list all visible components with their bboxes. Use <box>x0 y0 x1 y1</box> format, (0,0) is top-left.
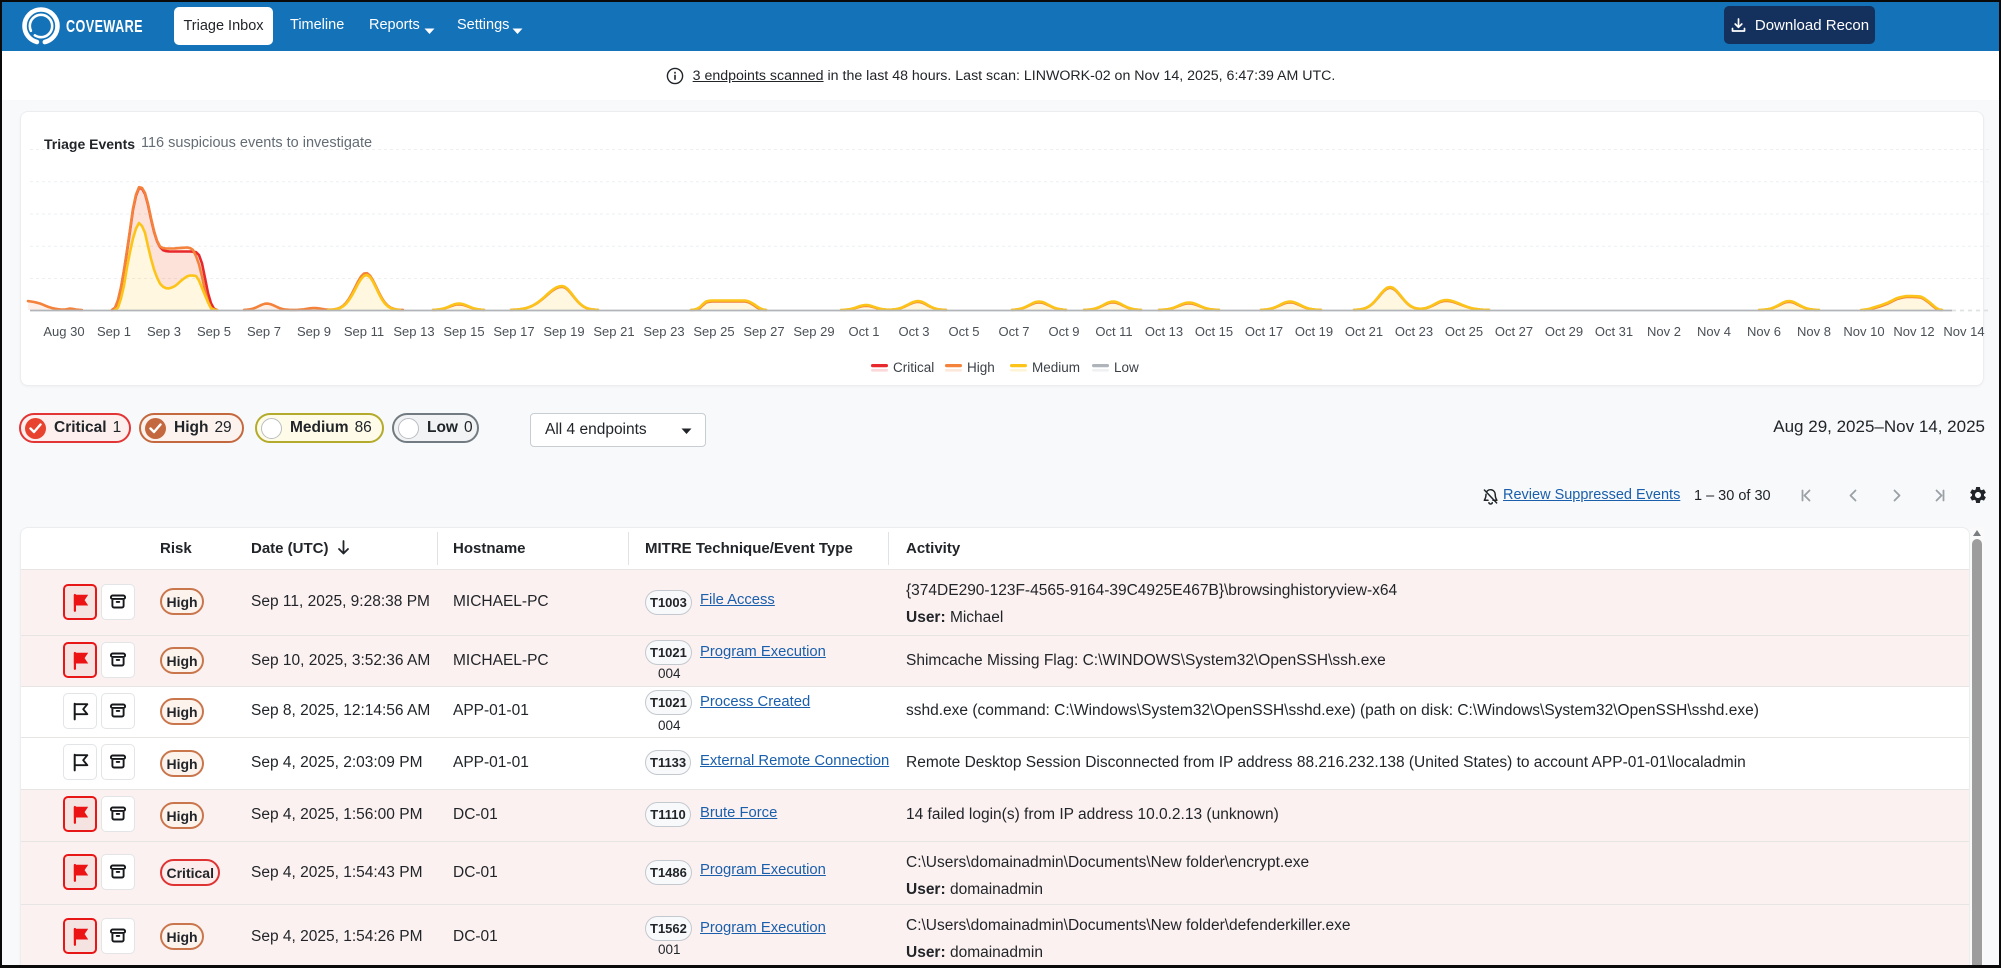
svg-text:Sep 27: Sep 27 <box>743 324 784 339</box>
svg-text:Nov 4: Nov 4 <box>1697 324 1731 339</box>
svg-text:Sep 25: Sep 25 <box>693 324 734 339</box>
svg-text:High: High <box>967 360 995 375</box>
svg-text:Oct 31: Oct 31 <box>1595 324 1633 339</box>
svg-text:Oct 19: Oct 19 <box>1295 324 1333 339</box>
svg-text:Sep 1: Sep 1 <box>97 324 131 339</box>
svg-text:Oct 29: Oct 29 <box>1545 324 1583 339</box>
svg-text:Oct 21: Oct 21 <box>1345 324 1383 339</box>
svg-text:Sep 11: Sep 11 <box>344 324 384 339</box>
svg-text:Oct 27: Oct 27 <box>1495 324 1533 339</box>
svg-text:Sep 7: Sep 7 <box>247 324 281 339</box>
svg-text:Sep 3: Sep 3 <box>147 324 181 339</box>
svg-text:Oct 11: Oct 11 <box>1095 324 1132 339</box>
svg-text:Nov 8: Nov 8 <box>1797 324 1831 339</box>
svg-text:Sep 21: Sep 21 <box>593 324 634 339</box>
svg-text:Critical: Critical <box>893 360 934 375</box>
svg-text:Oct 13: Oct 13 <box>1145 324 1183 339</box>
svg-text:Nov 14: Nov 14 <box>1943 324 1984 339</box>
svg-text:Nov 12: Nov 12 <box>1893 324 1934 339</box>
svg-text:Low: Low <box>1114 360 1139 375</box>
svg-text:Nov 10: Nov 10 <box>1843 324 1884 339</box>
svg-text:Sep 19: Sep 19 <box>543 324 584 339</box>
svg-text:Sep 5: Sep 5 <box>197 324 231 339</box>
svg-text:Oct 25: Oct 25 <box>1445 324 1483 339</box>
svg-text:Nov 6: Nov 6 <box>1747 324 1781 339</box>
svg-text:Oct 1: Oct 1 <box>848 324 879 339</box>
svg-text:Sep 13: Sep 13 <box>393 324 434 339</box>
svg-text:Nov 2: Nov 2 <box>1647 324 1681 339</box>
svg-text:Oct 23: Oct 23 <box>1395 324 1433 339</box>
svg-text:Sep 23: Sep 23 <box>643 324 684 339</box>
svg-text:Oct 9: Oct 9 <box>1048 324 1079 339</box>
svg-text:Sep 29: Sep 29 <box>793 324 834 339</box>
svg-text:Medium: Medium <box>1032 360 1080 375</box>
svg-text:Aug 30: Aug 30 <box>43 324 84 339</box>
svg-text:Oct 15: Oct 15 <box>1195 324 1233 339</box>
svg-text:Oct 7: Oct 7 <box>998 324 1029 339</box>
svg-text:Oct 17: Oct 17 <box>1245 324 1283 339</box>
svg-text:Sep 17: Sep 17 <box>493 324 534 339</box>
svg-text:Oct 5: Oct 5 <box>948 324 979 339</box>
svg-text:Sep 15: Sep 15 <box>443 324 484 339</box>
svg-text:Sep 9: Sep 9 <box>297 324 331 339</box>
svg-text:Oct 3: Oct 3 <box>898 324 929 339</box>
